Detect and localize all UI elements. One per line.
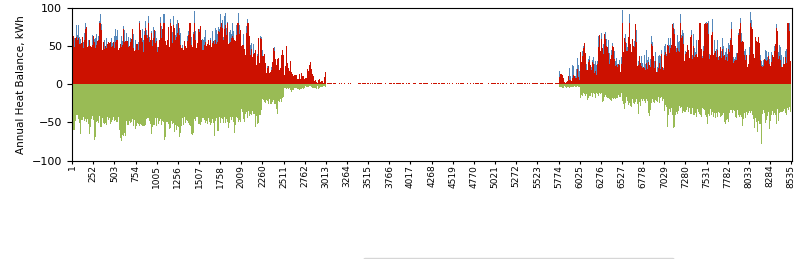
Y-axis label: Annual Heat Balance, kWh: Annual Heat Balance, kWh [16,15,26,154]
Legend: Heat demand covered by existing DH system, kWh, Exsess generation from solar the: Heat demand covered by existing DH syste… [362,258,674,259]
